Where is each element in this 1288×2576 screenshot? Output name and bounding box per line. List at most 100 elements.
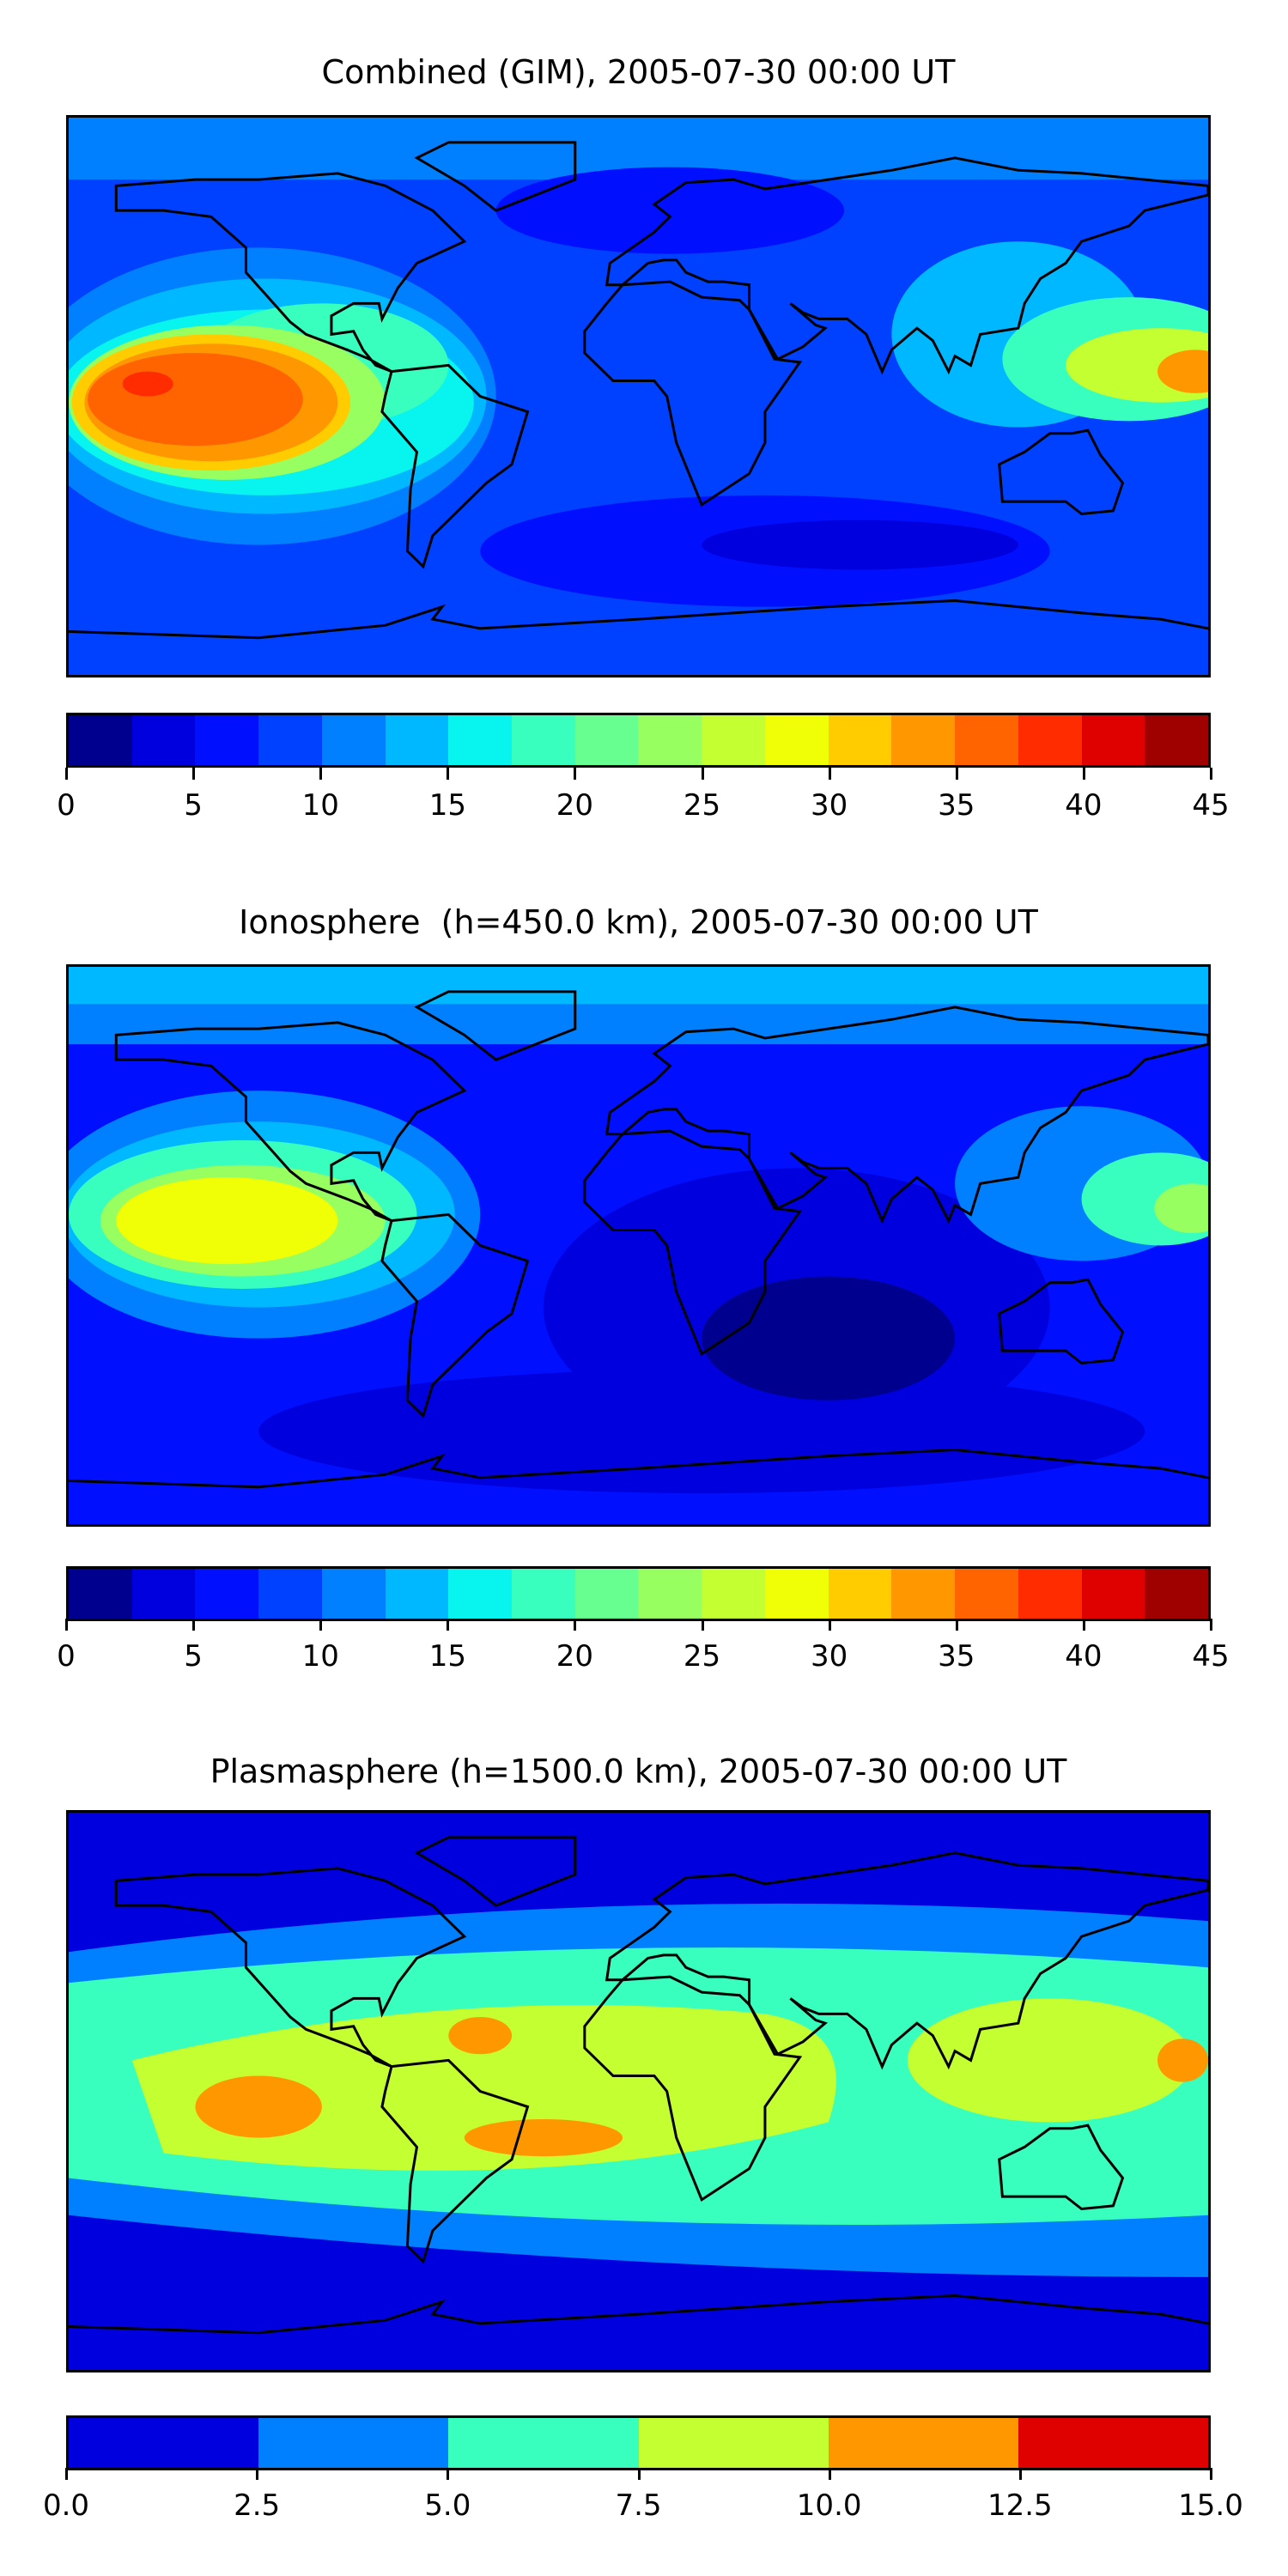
- colorbar-tick-mark: [828, 768, 831, 780]
- colorbar-tick-mark: [1018, 2468, 1022, 2480]
- colorbar-tick-mark: [65, 1619, 68, 1631]
- colorbar-tick-label: 45: [1192, 788, 1230, 823]
- colorbar-segment: [258, 2418, 449, 2468]
- map-combined: [66, 115, 1211, 677]
- colorbar-segment: [1081, 715, 1145, 765]
- colorbar-tick-mark: [1210, 768, 1212, 780]
- colorbar-tick-mark: [447, 2468, 450, 2480]
- colorbar-tick-mark: [1210, 2468, 1212, 2480]
- colorbar-segment: [258, 715, 322, 765]
- colorbar-segment: [638, 1569, 702, 1619]
- colorbar-segment: [512, 1569, 575, 1619]
- colorbar-tick-label: 30: [811, 1639, 848, 1674]
- colorbar-segment: [385, 1569, 449, 1619]
- colorbar-tick-mark: [447, 768, 450, 780]
- colorbar-segment: [638, 715, 702, 765]
- colorbar-tick-mark: [65, 768, 68, 780]
- colorbar-tick-label: 45: [1192, 1639, 1230, 1674]
- colorbar-tick-label: 10.0: [796, 2488, 862, 2523]
- colorbar-tick-label: 15.0: [1178, 2488, 1243, 2523]
- colorbar-tick-mark: [319, 768, 323, 780]
- colorbar-tick-label: 7.5: [615, 2488, 662, 2523]
- colorbar-segment: [195, 715, 259, 765]
- colorbar-segment: [321, 1569, 386, 1619]
- colorbar-tick-label: 0.0: [42, 2488, 90, 2523]
- colorbar-tick-mark: [65, 2468, 68, 2480]
- colorbar-segment: [574, 715, 639, 765]
- colorbar-tick-mark: [1210, 1619, 1212, 1631]
- colorbar-segment: [764, 715, 829, 765]
- colorbar-tick-mark: [701, 1619, 704, 1631]
- colorbar-tick-mark: [192, 1619, 196, 1631]
- colorbar-segment: [955, 715, 1018, 765]
- colorbar-ticks-plasmasphere: 0.0 2.5 5.0 7.5 10.0 12.5 15.0: [43, 2468, 1243, 2523]
- colorbar-tick-mark: [574, 768, 577, 780]
- map-plasmasphere: [66, 1810, 1211, 2372]
- colorbar-segment: [195, 1569, 259, 1619]
- colorbar-tick-label: 2.5: [234, 2488, 281, 2523]
- colorbar-segment: [638, 2418, 829, 2468]
- colorbar-tick-label: 12.5: [987, 2488, 1053, 2523]
- colorbar-ticks-combined: 0 5 10 15 20 25 30 35 40 45: [57, 768, 1230, 823]
- colorbar-tick-label: 40: [1065, 788, 1103, 823]
- colorbar-tick-label: 15: [428, 1639, 466, 1674]
- contour-field-plasmasphere: [69, 1813, 1208, 2370]
- colorbar-segment: [891, 1569, 956, 1619]
- colorbar-segment: [385, 715, 449, 765]
- colorbar-tick-label: 25: [683, 788, 721, 823]
- colorbar-segment: [1018, 1569, 1082, 1619]
- colorbar-tick-mark: [1082, 1619, 1085, 1631]
- colorbar-tick-label: 5: [184, 1639, 203, 1674]
- colorbar-segment: [828, 1569, 892, 1619]
- colorbar-tick-label: 25: [683, 1639, 721, 1674]
- title-ionosphere: Ionosphere (h=450.0 km), 2005-07-30 00:0…: [239, 903, 1038, 941]
- colorbar-tick-label: 0: [57, 788, 76, 823]
- contour-field-combined: [69, 118, 1208, 675]
- colorbar-ticks-ionosphere: 0 5 10 15 20 25 30 35 40 45: [57, 1619, 1230, 1674]
- colorbar-tick-mark: [955, 768, 958, 780]
- colorbar-plasmasphere: [66, 2415, 1211, 2470]
- colorbar-tick-label: 15: [428, 788, 466, 823]
- colorbar-segment: [1018, 715, 1082, 765]
- colorbar-segment: [448, 715, 513, 765]
- colorbar-segment: [702, 715, 765, 765]
- colorbar-segment: [321, 715, 386, 765]
- colorbar-segment: [955, 1569, 1018, 1619]
- colorbar-tick-label: 30: [811, 788, 848, 823]
- colorbar-tick-label: 20: [556, 788, 594, 823]
- colorbar-tick-mark: [828, 1619, 831, 1631]
- colorbar-segment: [512, 715, 575, 765]
- colorbar-tick-mark: [701, 768, 704, 780]
- colorbar-segment: [891, 715, 956, 765]
- colorbar-segment: [69, 715, 132, 765]
- colorbar-tick-mark: [955, 1619, 958, 1631]
- colorbar-tick-mark: [828, 2468, 831, 2480]
- colorbar-tick-mark: [319, 1619, 323, 1631]
- colorbar-segment: [702, 1569, 765, 1619]
- colorbar-segment: [764, 1569, 829, 1619]
- colorbar-tick-label: 10: [301, 788, 339, 823]
- colorbar-segment: [828, 2418, 1018, 2468]
- colorbar-segment: [131, 715, 196, 765]
- colorbar-segment: [258, 1569, 322, 1619]
- colorbar-segment: [448, 1569, 513, 1619]
- title-combined: Combined (GIM), 2005-07-30 00:00 UT: [321, 53, 956, 91]
- colorbar-segment: [1145, 715, 1208, 765]
- colorbar-tick-mark: [256, 2468, 259, 2480]
- contour-field-ionosphere: [69, 967, 1208, 1524]
- colorbar-segment: [1081, 1569, 1145, 1619]
- colorbar-ionosphere: [66, 1566, 1211, 1621]
- colorbar-tick-mark: [637, 2468, 641, 2480]
- colorbar-tick-label: 10: [301, 1639, 339, 1674]
- colorbar-tick-mark: [574, 1619, 577, 1631]
- colorbar-tick-mark: [192, 768, 196, 780]
- colorbar-tick-label: 5.0: [424, 2488, 471, 2523]
- colorbar-tick-label: 40: [1065, 1639, 1103, 1674]
- title-plasmasphere: Plasmasphere (h=1500.0 km), 2005-07-30 0…: [210, 1753, 1067, 1790]
- colorbar-tick-mark: [447, 1619, 450, 1631]
- colorbar-segment: [828, 715, 892, 765]
- colorbar-tick-label: 35: [938, 1639, 975, 1674]
- colorbar-segment: [574, 1569, 639, 1619]
- colorbar-segment: [1018, 2418, 1209, 2468]
